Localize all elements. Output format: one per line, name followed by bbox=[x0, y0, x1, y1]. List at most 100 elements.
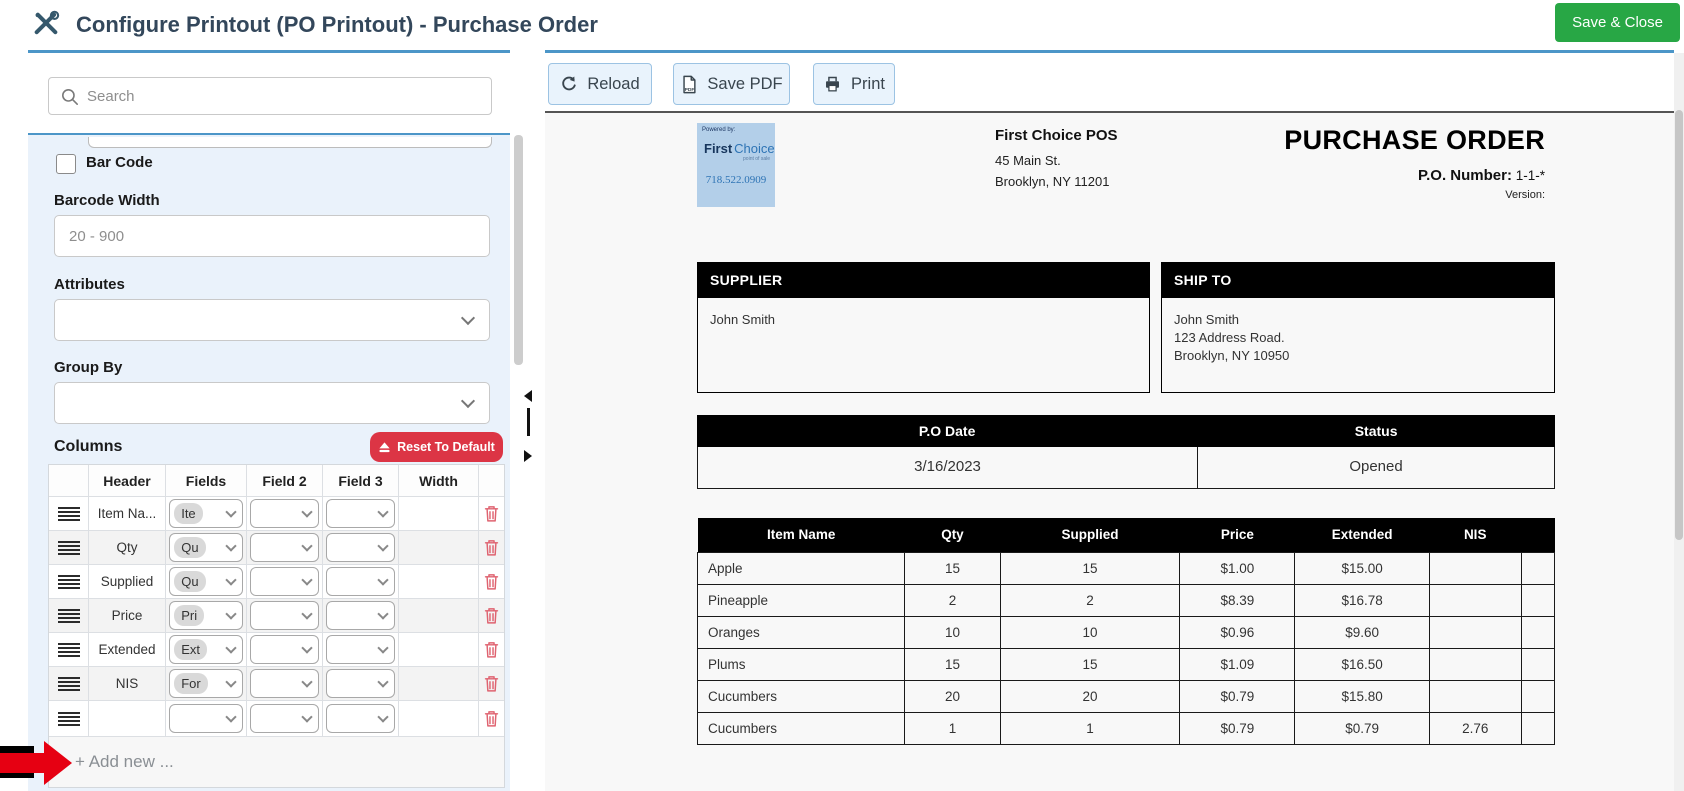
preview-scrollbar-thumb[interactable] bbox=[1675, 110, 1683, 540]
field3-cell bbox=[323, 633, 399, 666]
nis-cell bbox=[1428, 615, 1522, 649]
row-drag-handle[interactable] bbox=[49, 701, 89, 736]
logo-phone: 718.522.0909 bbox=[705, 174, 767, 186]
field2-cell bbox=[247, 531, 323, 564]
tools-icon bbox=[34, 10, 60, 35]
supplied-cell: 2 bbox=[999, 583, 1181, 617]
width-cell[interactable] bbox=[399, 667, 479, 700]
row-drag-handle[interactable] bbox=[49, 599, 89, 632]
column-header-cell[interactable]: NIS bbox=[89, 667, 166, 700]
column-header-cell[interactable]: Qty bbox=[89, 531, 166, 564]
delete-row-button[interactable] bbox=[479, 497, 504, 530]
field2-select[interactable] bbox=[250, 704, 319, 733]
field2-select[interactable] bbox=[250, 669, 319, 698]
field2-select[interactable] bbox=[250, 533, 319, 562]
clipped-field-remnant bbox=[88, 137, 492, 148]
search-input[interactable] bbox=[87, 79, 483, 113]
search-box[interactable] bbox=[48, 77, 492, 115]
add-new-row-button[interactable]: + Add new ... bbox=[49, 737, 504, 787]
delete-row-button[interactable] bbox=[479, 701, 504, 736]
reset-to-default-button[interactable]: Reset To Default bbox=[370, 432, 503, 462]
ship-to-value: John Smith 123 Address Road. Brooklyn, N… bbox=[1162, 298, 1554, 378]
fields-select[interactable]: Qu bbox=[169, 533, 243, 562]
selected-field-tag: Pri bbox=[174, 605, 205, 626]
po-number-line: P.O. Number: 1-1-* bbox=[1284, 167, 1545, 184]
field3-select[interactable] bbox=[326, 533, 395, 562]
price-cell: $1.00 bbox=[1179, 551, 1296, 585]
row-drag-handle[interactable] bbox=[49, 497, 89, 530]
fields-select[interactable]: Qu bbox=[169, 567, 243, 596]
columns-table-row: Item Na... Ite bbox=[49, 497, 504, 531]
fields-select[interactable]: Ext bbox=[169, 635, 243, 664]
field2-select[interactable] bbox=[250, 635, 319, 664]
fields-select[interactable]: For bbox=[169, 669, 243, 698]
reload-button[interactable]: Reload bbox=[548, 63, 652, 105]
fields-select[interactable]: Ite bbox=[169, 499, 243, 528]
fields-cell: Ite bbox=[166, 497, 247, 530]
column-header-cell[interactable]: Item Na... bbox=[89, 497, 166, 530]
column-header-cell[interactable]: Price bbox=[89, 599, 166, 632]
save-pdf-button[interactable]: PDF Save PDF bbox=[673, 63, 790, 105]
item-row: Cucumbers 1 1 $0.79 $0.79 2.76 bbox=[696, 711, 1556, 745]
save-close-button[interactable]: Save & Close bbox=[1555, 3, 1680, 42]
delete-row-button[interactable] bbox=[479, 667, 504, 700]
width-cell[interactable] bbox=[399, 565, 479, 598]
price-cell: $0.79 bbox=[1179, 711, 1296, 745]
width-cell[interactable] bbox=[399, 599, 479, 632]
drag-handle-icon bbox=[57, 608, 80, 623]
reload-label: Reload bbox=[587, 74, 640, 93]
field3-select[interactable] bbox=[326, 499, 395, 528]
collapse-left-icon[interactable] bbox=[524, 390, 532, 402]
row-drag-handle[interactable] bbox=[49, 565, 89, 598]
row-drag-handle[interactable] bbox=[49, 667, 89, 700]
sidebar-scrollbar[interactable] bbox=[514, 135, 523, 365]
delete-row-button[interactable] bbox=[479, 599, 504, 632]
width-cell[interactable] bbox=[399, 633, 479, 666]
item-row: Oranges 10 10 $0.96 $9.60 bbox=[696, 615, 1556, 649]
column-header-cell[interactable]: Extended bbox=[89, 633, 166, 666]
fields-cell bbox=[166, 701, 247, 736]
column-header-cell[interactable]: Supplied bbox=[89, 565, 166, 598]
bar-code-label: Bar Code bbox=[86, 154, 153, 171]
attributes-select[interactable] bbox=[54, 299, 490, 341]
print-button[interactable]: Print bbox=[813, 63, 895, 105]
fields-select[interactable] bbox=[169, 704, 243, 733]
app-header: Configure Printout (PO Printout) - Purch… bbox=[0, 0, 1684, 50]
width-cell[interactable] bbox=[399, 701, 479, 736]
barcode-width-input[interactable] bbox=[54, 215, 490, 257]
field2-select[interactable] bbox=[250, 499, 319, 528]
preview-toolbar: Reload PDF Save PDF Print bbox=[545, 53, 1674, 111]
chevron-down-icon bbox=[377, 506, 389, 518]
width-cell[interactable] bbox=[399, 497, 479, 530]
collapse-right-icon[interactable] bbox=[524, 450, 532, 462]
bar-code-checkbox[interactable] bbox=[56, 154, 76, 174]
delete-row-button[interactable] bbox=[479, 531, 504, 564]
preview-panel: Reload PDF Save PDF Print bbox=[545, 50, 1674, 791]
group-by-select[interactable] bbox=[54, 382, 490, 424]
field2-select[interactable] bbox=[250, 567, 319, 596]
search-icon bbox=[61, 88, 79, 106]
qty-header: Qty bbox=[904, 518, 1001, 552]
extended-cell: $16.78 bbox=[1294, 583, 1430, 617]
qty-cell: 20 bbox=[904, 679, 1001, 713]
field2-select[interactable] bbox=[250, 601, 319, 630]
fields-select[interactable]: Pri bbox=[169, 601, 243, 630]
field3-select[interactable] bbox=[326, 704, 395, 733]
panel-splitter-handle[interactable] bbox=[527, 408, 530, 436]
field3-select[interactable] bbox=[326, 567, 395, 596]
ship-to-box: SHIP TO John Smith 123 Address Road. Bro… bbox=[1161, 262, 1555, 393]
row-drag-handle[interactable] bbox=[49, 633, 89, 666]
delete-row-button[interactable] bbox=[479, 565, 504, 598]
chevron-down-icon bbox=[377, 608, 389, 620]
width-cell[interactable] bbox=[399, 531, 479, 564]
columns-section-label: Columns bbox=[54, 438, 123, 455]
field3-select[interactable] bbox=[326, 635, 395, 664]
po-number-value: 1-1-* bbox=[1515, 168, 1545, 183]
row-drag-handle[interactable] bbox=[49, 531, 89, 564]
field3-select[interactable] bbox=[326, 601, 395, 630]
print-label: Print bbox=[851, 74, 885, 93]
column-header-cell[interactable] bbox=[89, 701, 166, 736]
selected-field-tag: Qu bbox=[174, 537, 206, 558]
field3-select[interactable] bbox=[326, 669, 395, 698]
delete-row-button[interactable] bbox=[479, 633, 504, 666]
